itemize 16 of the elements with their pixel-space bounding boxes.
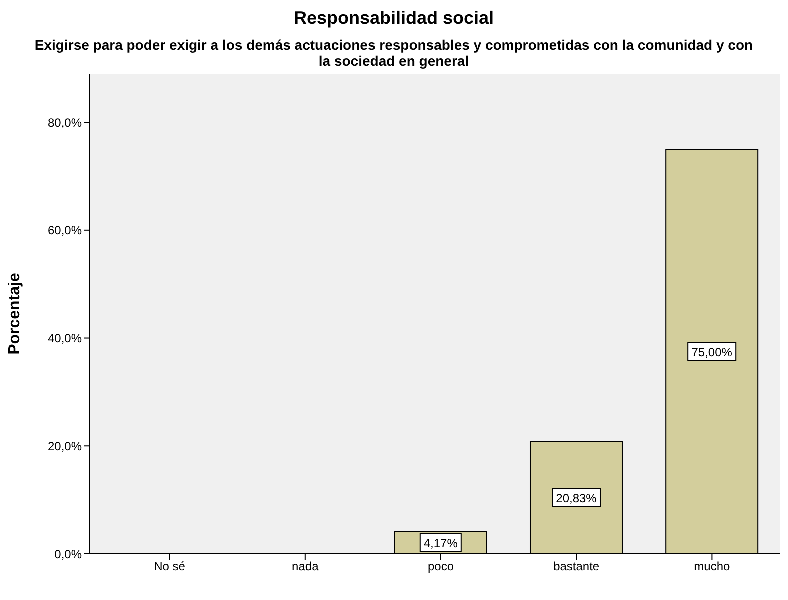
- data-label: 75,00%: [692, 345, 733, 360]
- data-label: 20,83%: [556, 491, 598, 506]
- x-tick-label: poco: [428, 560, 454, 574]
- y-tick-label: 0,0%: [54, 547, 82, 562]
- y-tick-label: 40,0%: [48, 332, 82, 346]
- chart-subtitle: Exigirse para poder exigir a los demás actuaciones responsables y comprometidas con la comunidad y con la sociedad en general: [34, 37, 754, 69]
- x-tick-label: nada: [292, 560, 320, 574]
- x-tick-label: mucho: [694, 560, 731, 574]
- y-tick-label: 60,0%: [48, 224, 82, 238]
- x-tick-label: No sé: [154, 560, 186, 574]
- x-tick-label: bastante: [554, 560, 600, 574]
- y-axis-title: Porcentaje: [6, 272, 24, 355]
- chart-title: Responsabilidad social: [292, 8, 496, 29]
- data-label: 4,17%: [424, 536, 458, 550]
- y-tick-label: 20,0%: [48, 439, 82, 454]
- y-tick-label: 80,0%: [48, 116, 82, 130]
